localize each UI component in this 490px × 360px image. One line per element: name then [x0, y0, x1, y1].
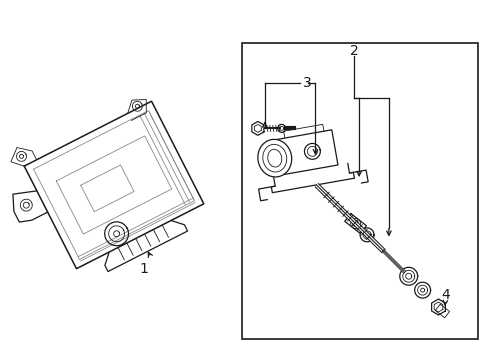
- Text: 3: 3: [303, 76, 312, 90]
- Ellipse shape: [258, 139, 292, 177]
- Text: 1: 1: [139, 262, 148, 276]
- Text: 4: 4: [441, 288, 450, 302]
- Text: 2: 2: [350, 44, 359, 58]
- Ellipse shape: [263, 144, 287, 172]
- Bar: [242, 43, 478, 339]
- Ellipse shape: [268, 149, 282, 167]
